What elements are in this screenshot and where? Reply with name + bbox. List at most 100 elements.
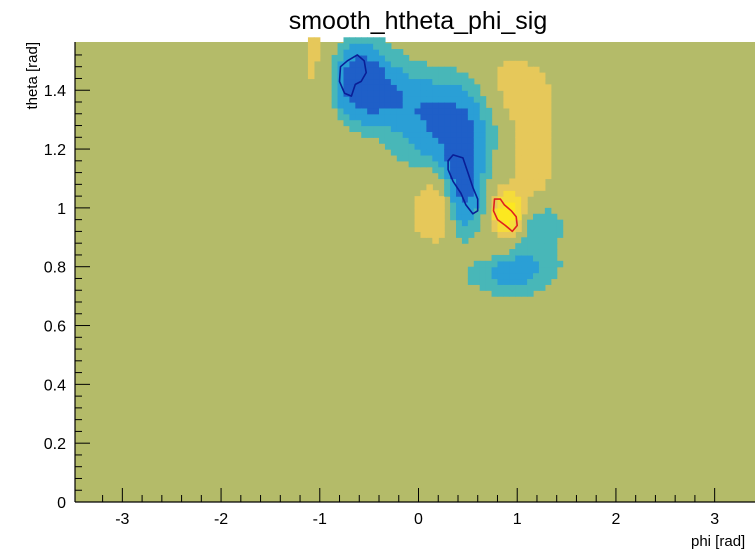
- heatmap-cell: [497, 290, 504, 297]
- heatmap-cell: [533, 172, 540, 180]
- heatmap-cell: [515, 66, 522, 74]
- heatmap-cell: [337, 96, 345, 103]
- heatmap-cell: [426, 225, 433, 233]
- heatmap-cell: [349, 125, 356, 133]
- heatmap-cell: [373, 72, 380, 80]
- y-tick-label: 1: [57, 201, 66, 218]
- heatmap-cell: [556, 219, 564, 227]
- heatmap-cell: [355, 43, 362, 50]
- heatmap-cell: [497, 254, 504, 262]
- heatmap-cell: [473, 96, 481, 103]
- heatmap-cell: [450, 202, 457, 209]
- heatmap-cell: [509, 284, 516, 291]
- heatmap-cell: [355, 119, 362, 127]
- heatmap-cell: [544, 225, 552, 233]
- heatmap-cell: [533, 90, 540, 97]
- heatmap-cell: [527, 137, 534, 144]
- heatmap-cell: [420, 131, 427, 138]
- heatmap-cell: [467, 125, 475, 133]
- heatmap-cell: [485, 272, 493, 280]
- heatmap-cell: [313, 43, 321, 50]
- heatmap-cell: [414, 119, 422, 127]
- heatmap-cell: [527, 266, 534, 274]
- heatmap-cell: [473, 84, 481, 91]
- heatmap-cell: [509, 231, 516, 238]
- heatmap-cell: [461, 96, 469, 103]
- heatmap-cell: [509, 202, 516, 209]
- heatmap-cell: [527, 78, 534, 85]
- heatmap-cell: [402, 72, 410, 80]
- heatmap-cell: [379, 96, 386, 103]
- heatmap-cell: [521, 178, 528, 185]
- heatmap-cell: [467, 160, 475, 168]
- heatmap-cell: [426, 207, 433, 215]
- heatmap-cell: [384, 54, 392, 62]
- heatmap-cell: [544, 125, 552, 133]
- heatmap-cell: [367, 54, 374, 62]
- heatmap-cell: [538, 102, 546, 109]
- heatmap-cell: [420, 119, 427, 127]
- heatmap-cell: [343, 96, 350, 103]
- heatmap-cell: [527, 249, 534, 256]
- heatmap-cell: [527, 254, 534, 262]
- heatmap-cell: [450, 78, 457, 85]
- heatmap-cell: [414, 219, 422, 227]
- heatmap-cell: [527, 260, 534, 268]
- heatmap-cell: [438, 213, 445, 221]
- heatmap-cell: [550, 243, 558, 250]
- heatmap-cell: [491, 125, 499, 133]
- heatmap-cell: [408, 96, 416, 103]
- heatmap-cell: [473, 149, 481, 156]
- heatmap-cell: [438, 149, 445, 156]
- heatmap-cell: [509, 196, 516, 203]
- heatmap-cell: [479, 178, 487, 185]
- heatmap-cell: [361, 102, 368, 109]
- heatmap-cell: [485, 107, 493, 115]
- heatmap-cell: [538, 213, 546, 221]
- heatmap-cell: [521, 260, 528, 268]
- heatmap-cell: [467, 149, 475, 156]
- heatmap-cell: [533, 243, 540, 250]
- heatmap-cell: [550, 260, 558, 268]
- heatmap-cell: [467, 219, 475, 227]
- heatmap-cell: [491, 260, 499, 268]
- heatmap-cell: [509, 107, 516, 115]
- heatmap-cell: [379, 54, 386, 62]
- heatmap-cell: [414, 213, 422, 221]
- heatmap-cell: [349, 60, 356, 68]
- heatmap-cell: [527, 278, 534, 285]
- heatmap-cell: [408, 102, 416, 109]
- heatmap-cell: [509, 266, 516, 274]
- heatmap-cell: [396, 78, 404, 85]
- heatmap-cell: [491, 272, 499, 280]
- heatmap-cell: [521, 90, 528, 97]
- heatmap-cell: [384, 96, 392, 103]
- heatmap-cell: [467, 202, 475, 209]
- heatmap-cell: [467, 196, 475, 203]
- heatmap-cell: [521, 143, 528, 150]
- heatmap-cell: [509, 254, 516, 262]
- heatmap-cell: [414, 143, 422, 150]
- heatmap-cell: [307, 54, 315, 62]
- heatmap-cell: [420, 107, 427, 115]
- heatmap-cell: [479, 113, 487, 121]
- heatmap-cell: [450, 90, 457, 97]
- heatmap-cell: [533, 125, 540, 133]
- heatmap-cell: [538, 266, 546, 274]
- heatmap-cell: [361, 84, 368, 91]
- heatmap-cell: [527, 66, 534, 74]
- heatmap-cell: [432, 78, 439, 85]
- heatmap-cell: [521, 166, 528, 174]
- heatmap-cell: [538, 113, 546, 121]
- heatmap-cell: [461, 196, 469, 203]
- heatmap-cell: [533, 249, 540, 256]
- heatmap-cell: [414, 102, 422, 109]
- heatmap-cell: [450, 149, 457, 156]
- heatmap-cell: [426, 213, 433, 221]
- heatmap-cell: [503, 254, 510, 262]
- heatmap-cell: [515, 149, 522, 156]
- heatmap-cell: [396, 149, 404, 156]
- heatmap-cell: [515, 166, 522, 174]
- heatmap-cell: [515, 102, 522, 109]
- heatmap-cell: [479, 131, 487, 138]
